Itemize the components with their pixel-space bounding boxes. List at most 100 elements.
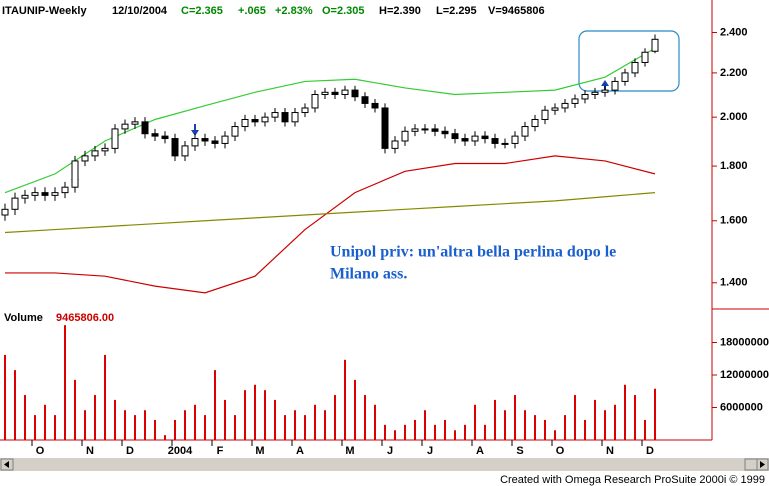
volume-bar — [604, 410, 606, 440]
candle-body — [411, 128, 419, 132]
header-value: +.065 — [238, 5, 266, 17]
volume-bar — [34, 415, 36, 440]
volume-bar — [374, 404, 376, 440]
x-tick-label: J — [387, 445, 393, 457]
y-tick-label: 2.000 — [720, 111, 748, 123]
volume-bar — [284, 415, 286, 440]
x-tick-label: D — [646, 445, 654, 457]
candle-body — [501, 142, 509, 145]
candle-body — [271, 112, 279, 118]
x-tick-label: N — [606, 445, 614, 457]
candle-body — [311, 94, 319, 109]
candle-body — [611, 80, 619, 91]
volume-bar — [454, 430, 456, 440]
volume-bar — [364, 395, 366, 440]
header-value: C=2.365 — [181, 5, 223, 17]
candle-body — [581, 94, 589, 100]
volume-bar — [174, 419, 176, 440]
candle-body — [391, 140, 399, 149]
x-tick-label: 2004 — [168, 445, 193, 457]
volume-bar — [84, 410, 86, 440]
scrollbar[interactable] — [0, 458, 769, 471]
candle-body — [81, 155, 89, 162]
volume-bar — [544, 419, 546, 440]
volume-bar — [44, 404, 46, 440]
volume-bar — [114, 399, 116, 440]
candle-body — [1, 208, 9, 216]
candle-body — [121, 123, 129, 130]
volume-bar — [244, 390, 246, 440]
volume-bar — [594, 399, 596, 440]
volume-bar — [204, 415, 206, 440]
volume-bar — [154, 419, 156, 440]
candle-body — [171, 138, 179, 157]
candle-body — [31, 192, 39, 196]
candle-body — [651, 38, 659, 52]
volume-bar — [534, 415, 536, 440]
candle-body — [241, 118, 249, 128]
volume-bar — [404, 424, 406, 440]
volume-bar — [164, 435, 166, 440]
volume-bar — [194, 404, 196, 440]
x-tick-label: O — [556, 445, 565, 457]
candle-body — [481, 135, 489, 140]
candle-body — [371, 102, 379, 109]
volume-bar — [424, 410, 426, 440]
candle-body — [451, 133, 459, 140]
scroll-left-arrow — [4, 461, 9, 468]
candle-body — [111, 128, 119, 149]
x-tick-label: A — [476, 445, 484, 457]
candle-body — [531, 118, 539, 128]
x-tick-label: M — [255, 445, 264, 457]
header-date: 12/10/2004 — [112, 5, 168, 17]
y-tick-label: 2.400 — [720, 26, 748, 38]
volume-bar — [444, 419, 446, 440]
candle-body — [201, 138, 209, 142]
volume-bar — [264, 390, 266, 440]
candle-body — [331, 91, 339, 96]
candle-body — [141, 121, 149, 135]
candle-body — [441, 130, 449, 135]
volume-bar — [54, 415, 56, 440]
x-tick-label: F — [217, 445, 224, 457]
candle-body — [641, 51, 649, 63]
scroll-thumb[interactable] — [744, 458, 758, 471]
candle-body — [181, 145, 189, 157]
candle-body — [401, 130, 409, 142]
candle-body — [91, 150, 99, 157]
y-tick-label: 12000000 — [720, 369, 769, 381]
volume-bar — [484, 424, 486, 440]
volume-bar — [434, 424, 436, 440]
header-value: H=2.390 — [379, 5, 421, 17]
volume-bar — [24, 395, 26, 440]
candle-body — [161, 135, 169, 140]
annotation: Unipol priv: un'altra bella perlina dopo… — [330, 244, 616, 261]
x-tick-label: A — [296, 445, 304, 457]
candle-body — [211, 140, 219, 144]
candle-body — [511, 135, 519, 144]
volume-bar — [274, 399, 276, 440]
volume-bar — [184, 410, 186, 440]
volume-bar — [524, 410, 526, 440]
candle-body — [551, 107, 559, 111]
candle-body — [151, 133, 159, 137]
candle-body — [291, 112, 299, 123]
volume-bar — [634, 395, 636, 440]
candle-body — [41, 192, 49, 196]
volume-bar — [224, 399, 226, 440]
candle-body — [11, 197, 19, 210]
volume-bar — [74, 379, 76, 440]
volume-bar — [144, 410, 146, 440]
volume-title: Volume — [4, 312, 43, 324]
candle-body — [231, 126, 239, 137]
volume-bar — [14, 370, 16, 440]
footer: Created with Omega Research ProSuite 200… — [500, 474, 765, 486]
volume-bar — [514, 395, 516, 440]
x-tick-label: O — [36, 445, 45, 457]
candle-body — [541, 109, 549, 120]
header-value: +2.83% — [275, 5, 313, 17]
volume-bar — [134, 415, 136, 440]
volume-bar — [4, 354, 6, 440]
candle-body — [321, 91, 329, 96]
